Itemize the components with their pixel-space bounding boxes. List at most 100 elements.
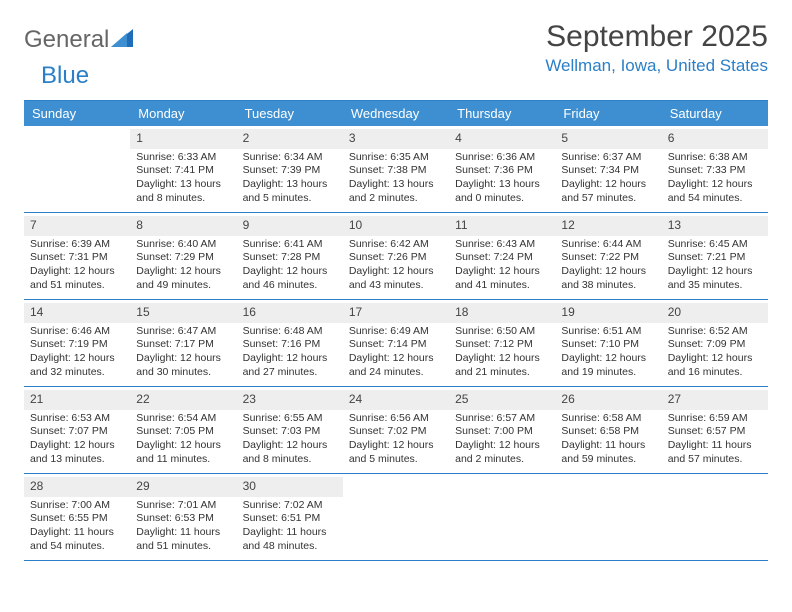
day-sunset: Sunset: 7:10 PM [561,338,655,352]
day-number: 13 [662,216,768,236]
dow-cell: Monday [130,101,236,126]
day-number: 5 [555,129,661,149]
day-number: 9 [237,216,343,236]
day-cell: 21Sunrise: 6:53 AMSunset: 7:07 PMDayligh… [24,387,130,473]
day-cell: 7Sunrise: 6:39 AMSunset: 7:31 PMDaylight… [24,213,130,299]
day-daylight2: and 5 minutes. [243,192,337,206]
dow-cell: Sunday [24,101,130,126]
day-daylight1: Daylight: 12 hours [136,265,230,279]
dow-cell: Wednesday [343,101,449,126]
day-daylight2: and 27 minutes. [243,366,337,380]
day-daylight2: and 30 minutes. [136,366,230,380]
day-number: 25 [449,390,555,410]
day-daylight2: and 24 minutes. [349,366,443,380]
day-cell: 3Sunrise: 6:35 AMSunset: 7:38 PMDaylight… [343,126,449,212]
day-cell: 14Sunrise: 6:46 AMSunset: 7:19 PMDayligh… [24,300,130,386]
day-daylight2: and 13 minutes. [30,453,124,467]
day-cell: 25 Sunrise: 6:57 AMSunset: 7:00 PMDayligh… [449,387,555,473]
day-daylight2: and 5 minutes. [349,453,443,467]
day-sunrise: Sunrise: 6:55 AM [243,412,337,426]
day-number: 12 [555,216,661,236]
day-daylight1: Daylight: 12 hours [243,439,337,453]
day-daylight2: and 54 minutes. [30,540,124,554]
day-sunrise: Sunrise: 6:59 AM [668,412,762,426]
day-sunset: Sunset: 6:55 PM [30,512,124,526]
week-row: 1Sunrise: 6:33 AMSunset: 7:41 PMDaylight… [24,126,768,212]
day-cell: 6Sunrise: 6:38 AMSunset: 7:33 PMDaylight… [662,126,768,212]
day-number: 23 [237,390,343,410]
day-number: 15 [130,303,236,323]
day-daylight2: and 57 minutes. [561,192,655,206]
day-cell: 17Sunrise: 6:49 AMSunset: 7:14 PMDayligh… [343,300,449,386]
day-sunset: Sunset: 7:26 PM [349,251,443,265]
day-sunrise: Sunrise: 7:02 AM [243,499,337,513]
day-sunset: Sunset: 7:17 PM [136,338,230,352]
day-sunrise: Sunrise: 6:52 AM [668,325,762,339]
day-sunset: Sunset: 7:19 PM [30,338,124,352]
day-number: 29 [130,477,236,497]
day-daylight1: Daylight: 12 hours [243,265,337,279]
day-cell: 22Sunrise: 6:54 AMSunset: 7:05 PMDayligh… [130,387,236,473]
day-cell: 27Sunrise: 6:59 AMSunset: 6:57 PMDayligh… [662,387,768,473]
day-daylight1: Daylight: 12 hours [455,439,549,453]
day-daylight2: and 43 minutes. [349,279,443,293]
day-sunrise: Sunrise: 6:57 AM [455,412,549,426]
day-sunset: Sunset: 7:00 PM [455,425,549,439]
day-daylight1: Daylight: 11 hours [30,526,124,540]
day-sunset: Sunset: 7:36 PM [455,164,549,178]
day-sunset: Sunset: 7:39 PM [243,164,337,178]
day-cell: 1Sunrise: 6:33 AMSunset: 7:41 PMDaylight… [130,126,236,212]
day-number: 27 [662,390,768,410]
day-cell: 13Sunrise: 6:45 AMSunset: 7:21 PMDayligh… [662,213,768,299]
dow-cell: Tuesday [237,101,343,126]
day-cell [24,126,130,212]
day-daylight2: and 57 minutes. [668,453,762,467]
day-sunset: Sunset: 7:03 PM [243,425,337,439]
day-daylight2: and 48 minutes. [243,540,337,554]
day-sunrise: Sunrise: 6:38 AM [668,151,762,165]
day-sunrise: Sunrise: 6:53 AM [30,412,124,426]
day-number: 18 [449,303,555,323]
day-cell: 20Sunrise: 6:52 AMSunset: 7:09 PMDayligh… [662,300,768,386]
day-daylight2: and 21 minutes. [455,366,549,380]
day-daylight2: and 32 minutes. [30,366,124,380]
day-cell: 24Sunrise: 6:56 AMSunset: 7:02 PMDayligh… [343,387,449,473]
day-sunset: Sunset: 7:22 PM [561,251,655,265]
day-sunrise: Sunrise: 6:40 AM [136,238,230,252]
day-number: 21 [24,390,130,410]
day-sunset: Sunset: 7:34 PM [561,164,655,178]
day-sunrise: Sunrise: 6:58 AM [561,412,655,426]
day-daylight2: and 0 minutes. [455,192,549,206]
day-number: 4 [449,129,555,149]
day-cell: 18Sunrise: 6:50 AMSunset: 7:12 PMDayligh… [449,300,555,386]
day-number: 6 [662,129,768,149]
day-number: 3 [343,129,449,149]
day-daylight1: Daylight: 12 hours [30,439,124,453]
day-daylight1: Daylight: 13 hours [136,178,230,192]
day-daylight2: and 16 minutes. [668,366,762,380]
day-sunrise: Sunrise: 6:42 AM [349,238,443,252]
day-daylight1: Daylight: 12 hours [30,352,124,366]
day-daylight2: and 51 minutes. [30,279,124,293]
day-daylight2: and 2 minutes. [349,192,443,206]
day-daylight1: Daylight: 11 hours [136,526,230,540]
day-number: 30 [237,477,343,497]
day-daylight2: and 54 minutes. [668,192,762,206]
day-sunset: Sunset: 7:12 PM [455,338,549,352]
day-sunrise: Sunrise: 7:00 AM [30,499,124,513]
day-number: 22 [130,390,236,410]
day-cell: 30Sunrise: 7:02 AMSunset: 6:51 PMDayligh… [237,474,343,560]
day-number: 11 [449,216,555,236]
day-daylight1: Daylight: 12 hours [136,439,230,453]
day-daylight1: Daylight: 11 hours [668,439,762,453]
day-cell: 2Sunrise: 6:34 AMSunset: 7:39 PMDaylight… [237,126,343,212]
logo-triangle-icon [111,29,133,52]
dow-cell: Thursday [449,101,555,126]
day-cell: 23 Sunrise: 6:55 AMSunset: 7:03 PMDayligh… [237,387,343,473]
day-daylight1: Daylight: 12 hours [30,265,124,279]
day-sunrise: Sunrise: 7:01 AM [136,499,230,513]
month-title: September 2025 [545,20,768,54]
day-daylight1: Daylight: 12 hours [561,352,655,366]
dow-cell: Friday [555,101,661,126]
day-cell [343,474,449,560]
